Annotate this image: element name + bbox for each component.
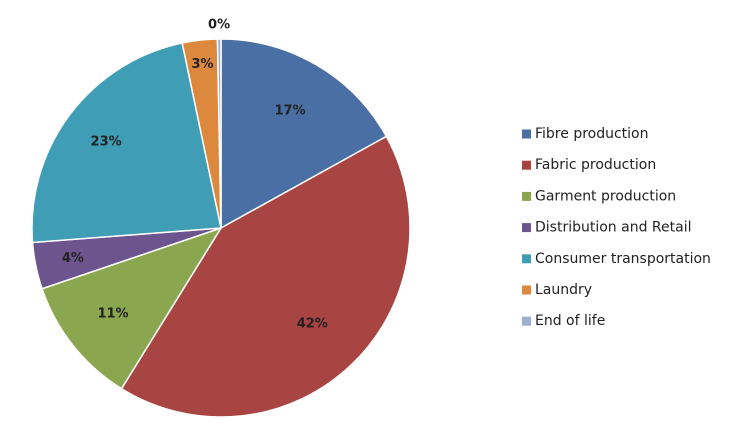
- pie-slice-fibre-production: [220, 38, 388, 230]
- data-label-fibre-production: 17%: [275, 103, 306, 118]
- legend-swatch-fibre-production: [522, 129, 531, 139]
- legend-swatch-garment-production: [522, 191, 531, 201]
- legend-label-fabric-production: Fabric production: [535, 157, 656, 173]
- legend-swatch-fabric-production: [522, 160, 531, 170]
- legend-swatch-distribution-and-retail: [522, 223, 531, 233]
- data-label-distribution-and-retail: 4%: [62, 251, 84, 266]
- pie-slice-consumer-transportation: [31, 42, 222, 244]
- pie-slice-fabric-production: [120, 135, 411, 418]
- legend-label-consumer-transportation: Consumer transportation: [535, 251, 711, 267]
- legend: Fibre production Fabric production Garment…: [522, 126, 711, 329]
- legend-label-end-of-life: End of life: [535, 313, 605, 329]
- pie-slice-garment-production: [41, 226, 223, 390]
- data-label-consumer-transportation: 23%: [91, 134, 122, 149]
- data-label-end-of-life: 0%: [208, 18, 230, 33]
- legend-swatch-laundry: [522, 285, 531, 295]
- legend-label-laundry: Laundry: [535, 282, 592, 298]
- legend-swatch-consumer-transportation: [522, 254, 531, 264]
- pie-slices: [31, 38, 411, 418]
- legend-label-garment-production: Garment production: [535, 188, 676, 204]
- slice-labels: 17% 42% 11% 4% 23% 3% 0%: [62, 18, 328, 332]
- data-label-fabric-production: 42%: [297, 316, 328, 331]
- data-label-laundry: 3%: [191, 57, 213, 72]
- pie-slice-end-of-life: [216, 38, 222, 229]
- legend-swatch-end-of-life: [522, 316, 531, 326]
- data-label-garment-production: 11%: [97, 306, 128, 321]
- legend-label-distribution-and-retail: Distribution and Retail: [535, 220, 691, 236]
- legend-label-fibre-production: Fibre production: [535, 126, 649, 142]
